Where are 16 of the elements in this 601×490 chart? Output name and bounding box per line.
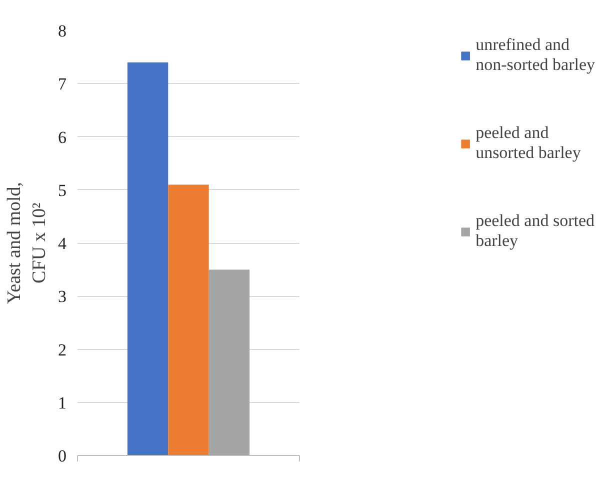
- bar: [168, 184, 209, 456]
- legend-label: peeled and unsorted barley: [476, 123, 581, 163]
- legend-label: unrefined and non-sorted barley: [476, 35, 595, 75]
- y-tick-label: 6: [58, 128, 66, 147]
- bar: [127, 62, 168, 456]
- bar: [208, 270, 250, 456]
- y-tick-label: 0: [58, 446, 66, 466]
- y-tick-label: 8: [58, 22, 66, 40]
- y-tick-label: 4: [58, 234, 67, 253]
- y-tick-label: 3: [58, 287, 66, 306]
- y-tick-label: 7: [58, 74, 67, 94]
- y-tick-label: 1: [58, 393, 66, 412]
- y-tick-label: 2: [58, 340, 66, 360]
- y-tick-label: 5: [58, 180, 66, 200]
- y-axis-title: Yeast and mold, CFU x 10²: [4, 182, 50, 304]
- legend-label: peeled and sorted barley: [476, 211, 595, 251]
